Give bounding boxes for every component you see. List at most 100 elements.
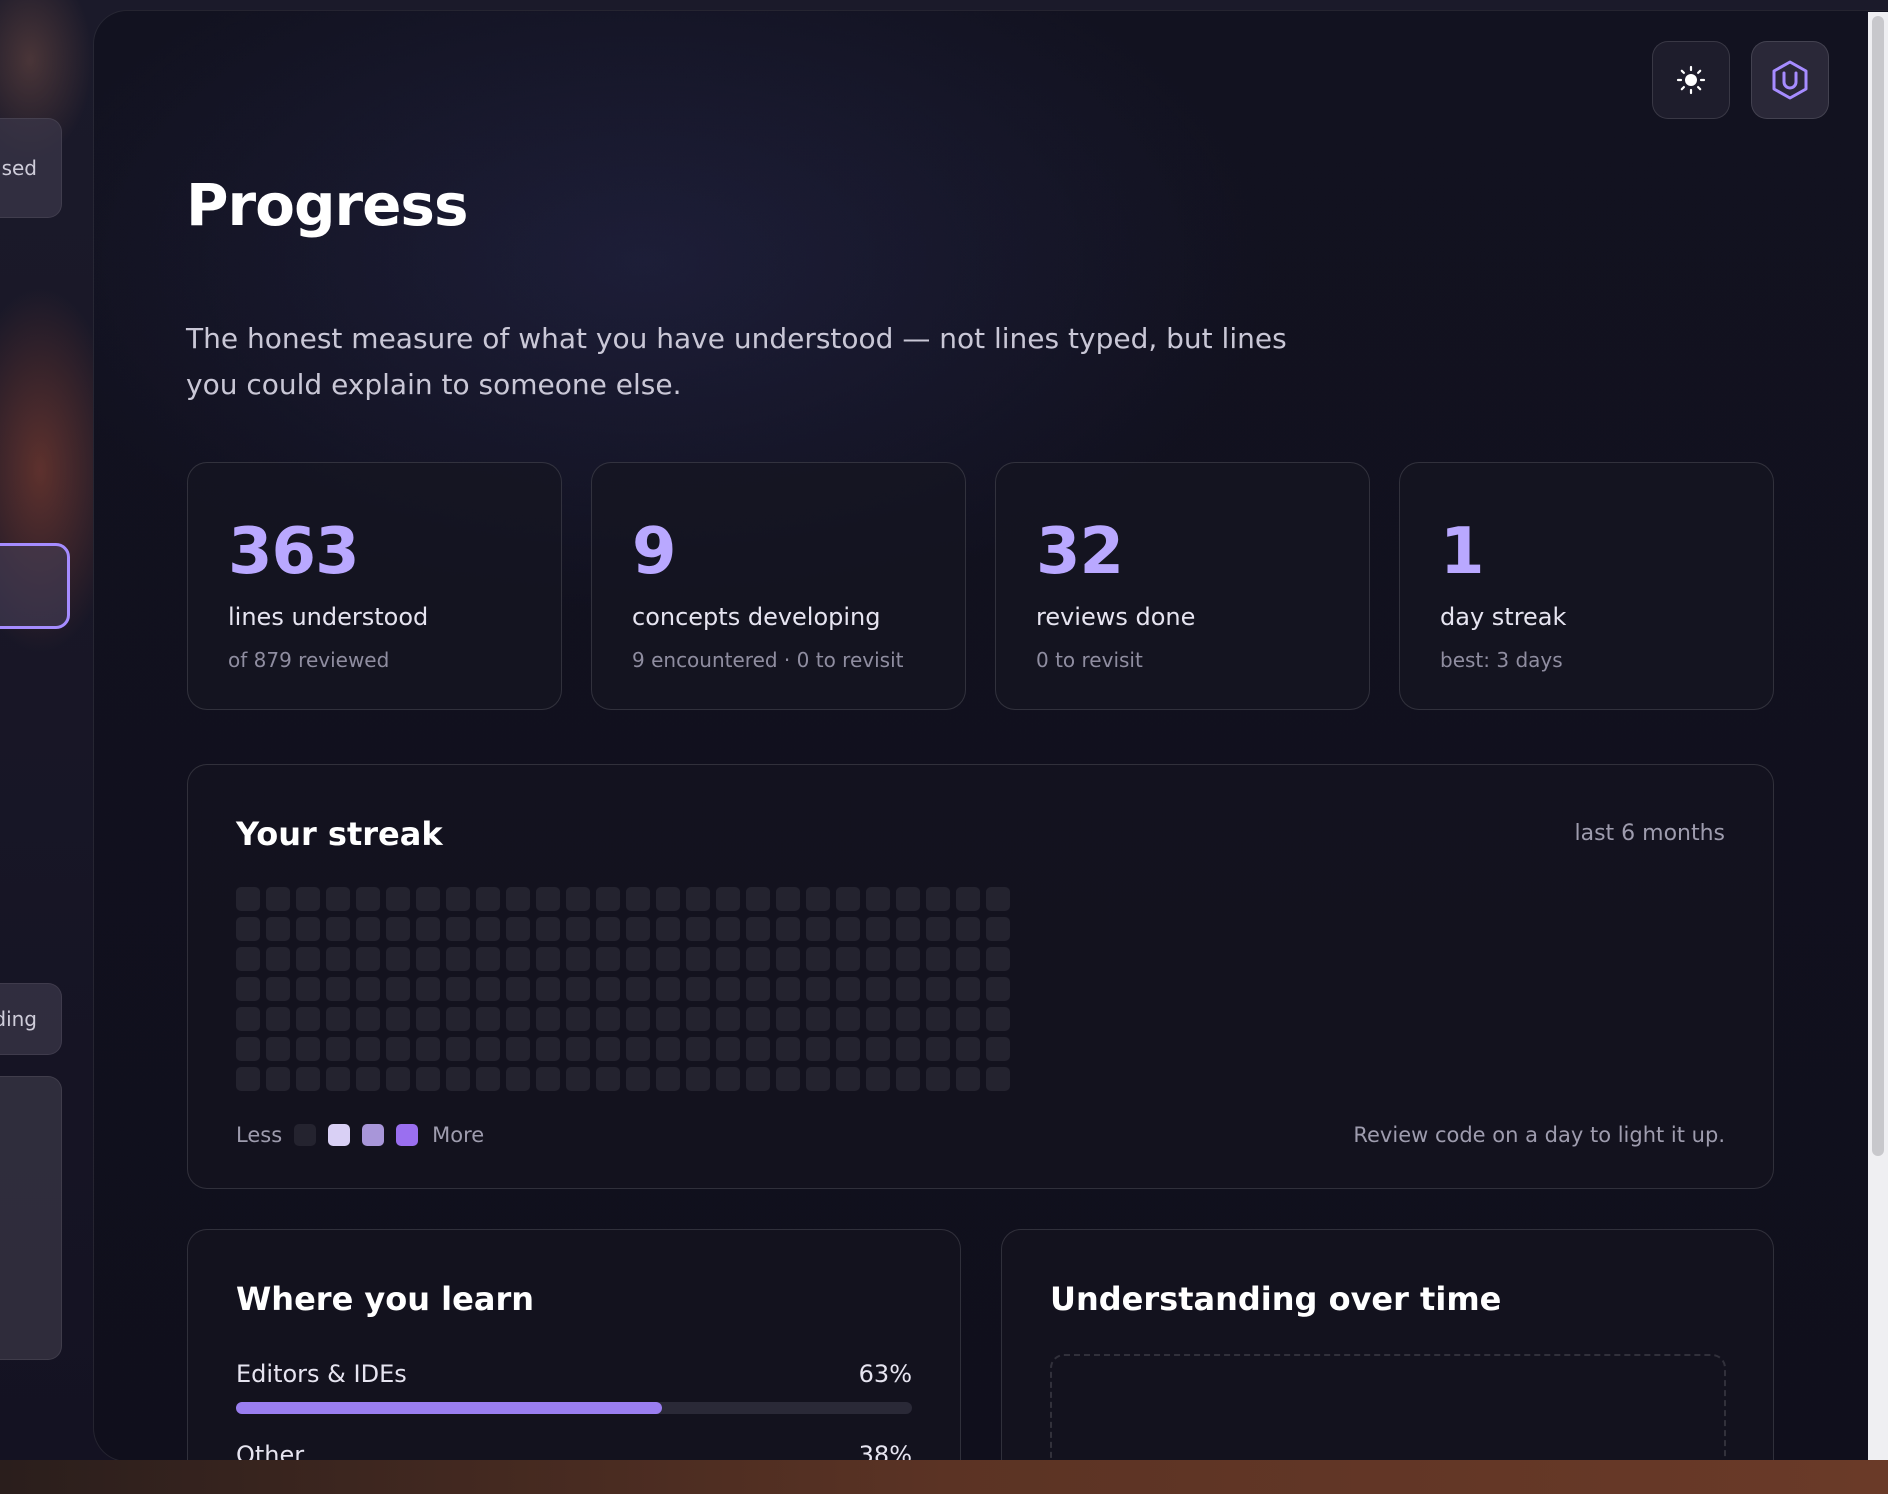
- heatmap-day-cell: [446, 977, 470, 1001]
- heatmap-day-cell: [836, 1067, 860, 1091]
- heatmap-day-cell: [926, 947, 950, 971]
- heatmap-day-cell: [506, 1037, 530, 1061]
- heatmap-day-cell: [716, 1067, 740, 1091]
- heatmap-day-cell: [896, 917, 920, 941]
- sidebar-selected-item[interactable]: [0, 543, 70, 629]
- heatmap-day-cell: [506, 977, 530, 1001]
- heatmap-day-cell: [236, 947, 260, 971]
- heatmap-day-cell: [866, 1037, 890, 1061]
- heatmap-day-cell: [866, 1067, 890, 1091]
- heatmap-day-cell: [626, 917, 650, 941]
- heatmap-day-cell: [446, 947, 470, 971]
- heatmap-day-cell: [266, 1067, 290, 1091]
- heatmap-day-cell: [356, 1037, 380, 1061]
- heatmap-day-cell: [686, 1067, 710, 1091]
- heatmap-day-cell: [476, 947, 500, 971]
- heatmap-day-cell: [806, 977, 830, 1001]
- legend-swatch-3: [396, 1124, 419, 1146]
- theme-toggle-button[interactable]: [1652, 41, 1730, 119]
- heatmap-day-cell: [686, 887, 710, 911]
- heatmap-day-cell: [356, 917, 380, 941]
- heatmap-day-cell: [656, 887, 680, 911]
- legend-swatch-1: [328, 1124, 351, 1146]
- heatmap-day-cell: [986, 917, 1010, 941]
- heatmap-day-cell: [716, 1037, 740, 1061]
- heatmap-day-cell: [626, 977, 650, 1001]
- heatmap-day-cell: [746, 1037, 770, 1061]
- profile-button[interactable]: [1751, 41, 1829, 119]
- legend-swatch-2: [362, 1124, 385, 1146]
- heatmap-day-cell: [746, 887, 770, 911]
- learn-row-label: Other: [236, 1441, 305, 1462]
- heatmap-day-cell: [686, 977, 710, 1001]
- heatmap-day-cell: [236, 917, 260, 941]
- heatmap-day-cell: [356, 977, 380, 1001]
- heatmap-day-cell: [506, 1007, 530, 1031]
- heatmap-day-cell: [566, 947, 590, 971]
- heatmap-day-cell: [896, 947, 920, 971]
- page-scrollbar[interactable]: [1868, 12, 1888, 1460]
- heatmap-day-cell: [746, 977, 770, 1001]
- heatmap-day-cell: [536, 977, 560, 1001]
- heatmap-day-cell: [926, 1007, 950, 1031]
- heatmap-day-cell: [266, 947, 290, 971]
- sidebar-chip-bottom[interactable]: ding: [0, 983, 62, 1055]
- heatmap-day-cell: [476, 1037, 500, 1061]
- heatmap-day-cell: [986, 1037, 1010, 1061]
- heatmap-day-cell: [956, 887, 980, 911]
- heatmap-day-cell: [656, 1037, 680, 1061]
- stat-card-day-streak: 1 day streak best: 3 days: [1399, 462, 1774, 710]
- heatmap-day-cell: [386, 1067, 410, 1091]
- stat-card-concepts-developing: 9 concepts developing 9 encountered · 0 …: [591, 462, 966, 710]
- heatmap-day-cell: [386, 1007, 410, 1031]
- heatmap-day-cell: [866, 887, 890, 911]
- learn-row-pct: 63%: [858, 1360, 912, 1388]
- stat-value: 363: [228, 515, 360, 589]
- heatmap-day-cell: [266, 887, 290, 911]
- heatmap-day-cell: [476, 887, 500, 911]
- heatmap-day-cell: [416, 977, 440, 1001]
- heatmap-day-cell: [746, 947, 770, 971]
- heatmap-day-cell: [296, 887, 320, 911]
- heatmap-day-cell: [746, 1067, 770, 1091]
- understanding-over-time-card: Understanding over time: [1001, 1229, 1774, 1461]
- heatmap-day-cell: [656, 917, 680, 941]
- heatmap-day-cell: [806, 917, 830, 941]
- heatmap-day-cell: [626, 1067, 650, 1091]
- stat-label: day streak: [1440, 603, 1567, 631]
- legend-more-label: More: [432, 1123, 485, 1147]
- heatmap-day-cell: [986, 1007, 1010, 1031]
- heatmap-day-cell: [596, 1067, 620, 1091]
- heatmap-day-cell: [926, 1037, 950, 1061]
- heatmap-day-cell: [986, 1067, 1010, 1091]
- heatmap-day-cell: [356, 1007, 380, 1031]
- heatmap-day-cell: [536, 917, 560, 941]
- heatmap-day-cell: [326, 1007, 350, 1031]
- heatmap-day-cell: [686, 1037, 710, 1061]
- heatmap-day-cell: [536, 887, 560, 911]
- heatmap-day-cell: [506, 947, 530, 971]
- heatmap-day-cell: [596, 977, 620, 1001]
- heatmap-day-cell: [386, 1037, 410, 1061]
- heatmap-day-cell: [596, 1007, 620, 1031]
- heatmap-day-cell: [806, 887, 830, 911]
- heatmap-day-cell: [476, 1007, 500, 1031]
- heatmap-day-cell: [956, 1067, 980, 1091]
- heatmap-day-cell: [716, 1007, 740, 1031]
- stat-value: 9: [632, 515, 677, 589]
- heatmap-day-cell: [536, 947, 560, 971]
- heatmap-day-cell: [236, 1067, 260, 1091]
- heatmap-day-cell: [476, 977, 500, 1001]
- scrollbar-thumb[interactable]: [1872, 16, 1884, 1156]
- sidebar-chip-top-label: sed: [1, 156, 37, 180]
- heatmap-day-cell: [596, 917, 620, 941]
- heatmap-day-cell: [866, 1007, 890, 1031]
- heatmap-day-cell: [416, 1007, 440, 1031]
- heatmap-day-cell: [326, 1037, 350, 1061]
- heatmap-day-cell: [776, 887, 800, 911]
- stat-label: reviews done: [1036, 603, 1196, 631]
- heatmap-day-cell: [716, 977, 740, 1001]
- sidebar-chip-top[interactable]: sed: [0, 118, 62, 218]
- streak-card: Your streak last 6 months Less More Revi…: [187, 764, 1774, 1189]
- heatmap-day-cell: [356, 887, 380, 911]
